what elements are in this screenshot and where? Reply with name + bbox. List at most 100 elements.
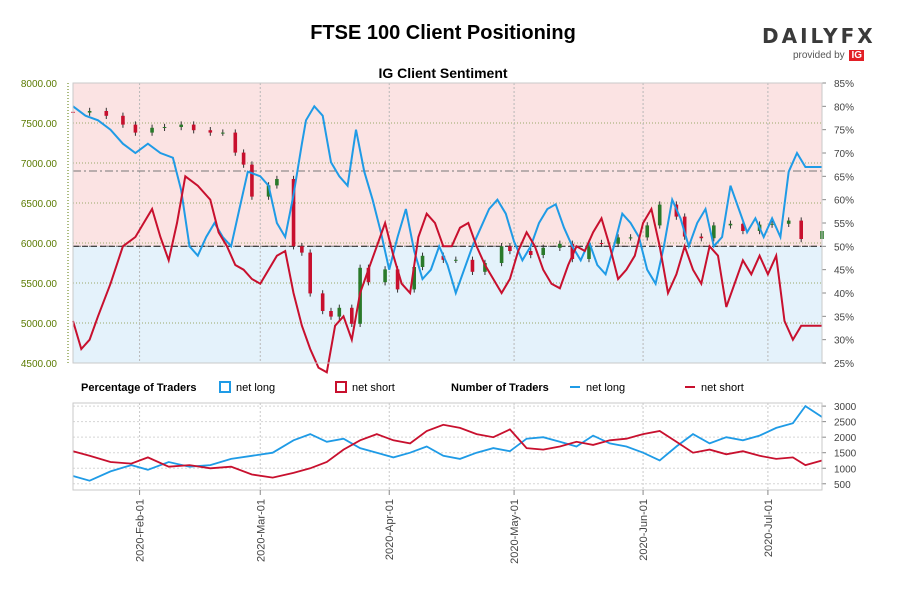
candle-body <box>241 152 246 165</box>
candle-body <box>799 220 803 239</box>
legend-net-short-swatch <box>335 381 347 393</box>
pct-tick-label: 40% <box>834 289 854 300</box>
x-tick-label: 2020-Jul-01 <box>763 499 775 557</box>
price-tick-label: 7000.00 <box>21 159 58 170</box>
candle-body <box>150 127 154 133</box>
candle-body <box>104 111 109 116</box>
candle-body <box>121 115 125 125</box>
count-tick-label: 2000 <box>834 433 857 444</box>
price-tick-label: 4500.00 <box>21 359 58 370</box>
x-tick-label: 2020-Feb-01 <box>135 499 147 562</box>
candle-body <box>320 293 325 311</box>
candle-body <box>570 243 575 259</box>
candle-body <box>87 111 92 113</box>
price-tick-label: 8000.00 <box>21 79 58 90</box>
candle-body <box>528 251 533 255</box>
count-tick-label: 2500 <box>834 418 857 429</box>
pct-tick-label: 35% <box>834 312 854 323</box>
legend-num-heading: Number of Traders <box>451 382 549 394</box>
count-tick-label: 3000 <box>834 402 857 413</box>
pct-tick-label: 50% <box>834 242 854 253</box>
net-short-pct-line <box>72 174 822 374</box>
candle-body <box>645 225 650 238</box>
candle-body <box>308 252 312 294</box>
logo-wordmark: DAILYFX <box>762 24 876 48</box>
candle-body <box>412 267 417 290</box>
candle-body <box>786 220 791 224</box>
pct-tick-label: 55% <box>834 219 854 230</box>
candle-body <box>329 311 333 317</box>
candle-body <box>599 243 604 244</box>
candle-body <box>420 255 425 267</box>
candle-body <box>208 130 213 133</box>
candle-body <box>179 124 183 127</box>
pct-tick-label: 30% <box>834 336 854 347</box>
page-title: FTSE 100 Client Positioning <box>310 22 576 44</box>
net-short-zone <box>73 83 822 247</box>
legend-net-long-label: net long <box>236 382 275 394</box>
candle-body <box>395 269 400 290</box>
logo-provided-by: provided by <box>792 50 845 61</box>
candle-body <box>728 223 733 226</box>
candle-body <box>300 246 304 253</box>
candle-body <box>541 247 546 255</box>
count-tick-label: 1500 <box>834 449 857 460</box>
pct-tick-label: 60% <box>834 196 854 207</box>
pct-tick-label: 85% <box>834 79 854 90</box>
candle-body <box>275 179 279 186</box>
legend-pct-heading: Percentage of Traders <box>81 382 197 394</box>
candle-body <box>233 132 238 153</box>
candle-body <box>628 237 633 239</box>
candle-body <box>741 223 745 231</box>
candle-body <box>587 243 591 259</box>
net-long-pct-line <box>72 104 822 297</box>
legend: Percentage of Traders net long net short Nu… <box>81 381 744 394</box>
candle-body <box>470 259 475 272</box>
pct-tick-label: 70% <box>834 149 854 160</box>
price-tick-label: 6500.00 <box>21 199 58 210</box>
x-tick-label: 2020-May-01 <box>509 499 521 564</box>
legend-net-short-label: net short <box>701 382 744 394</box>
price-sentiment-panel: 8000.00 7500.00 7000.00 6500.00 6000.00 5500.… <box>21 79 854 374</box>
price-tick-label: 6000.00 <box>21 239 58 250</box>
price-tick-label: 5500.00 <box>21 279 58 290</box>
net-short-count-line <box>72 423 823 479</box>
legend-net-long-swatch <box>219 381 231 393</box>
price-tick-label: 5000.00 <box>21 319 58 330</box>
x-axis: 2020-Feb-01 2020-Mar-01 2020-Apr-01 2020-Ma… <box>135 490 775 564</box>
top-panel-border <box>72 82 823 364</box>
x-tick-label: 2020-Jun-01 <box>638 499 650 561</box>
candle-body <box>191 124 196 131</box>
candle-body <box>337 307 342 317</box>
candle-body <box>483 263 487 272</box>
pct-tick-label: 25% <box>834 359 854 370</box>
candle-body <box>349 307 354 324</box>
candle-body <box>499 246 504 263</box>
bottom-panel-border <box>72 402 823 491</box>
candle-body <box>699 236 704 239</box>
dailyfx-logo: DAILYFX provided by IG <box>762 24 876 61</box>
candle-body <box>682 216 687 237</box>
pct-tick-label: 45% <box>834 266 854 277</box>
candle-body <box>558 243 562 248</box>
trader-count-panel: 3000 2500 2000 1500 1000 500 <box>72 402 857 491</box>
candle-body <box>366 267 371 283</box>
candle-body <box>454 259 458 261</box>
candle-body <box>133 124 138 133</box>
candle-body <box>508 246 512 251</box>
candle-body <box>250 164 254 197</box>
net-long-count-line <box>72 404 823 482</box>
count-tick-label: 1000 <box>834 464 857 475</box>
candle-body <box>162 127 167 128</box>
count-tick-label: 500 <box>834 480 851 491</box>
candle-body <box>712 225 716 239</box>
pct-tick-label: 75% <box>834 126 854 137</box>
candle-body <box>291 179 296 247</box>
logo-byline: provided by IG <box>762 50 872 61</box>
x-tick-label: 2020-Apr-01 <box>384 499 396 560</box>
x-tick-label: 2020-Mar-01 <box>255 499 267 562</box>
ig-brand-badge: IG <box>849 50 864 61</box>
price-tick-label: 7500.00 <box>21 119 58 130</box>
legend-net-short-label: net short <box>352 382 395 394</box>
